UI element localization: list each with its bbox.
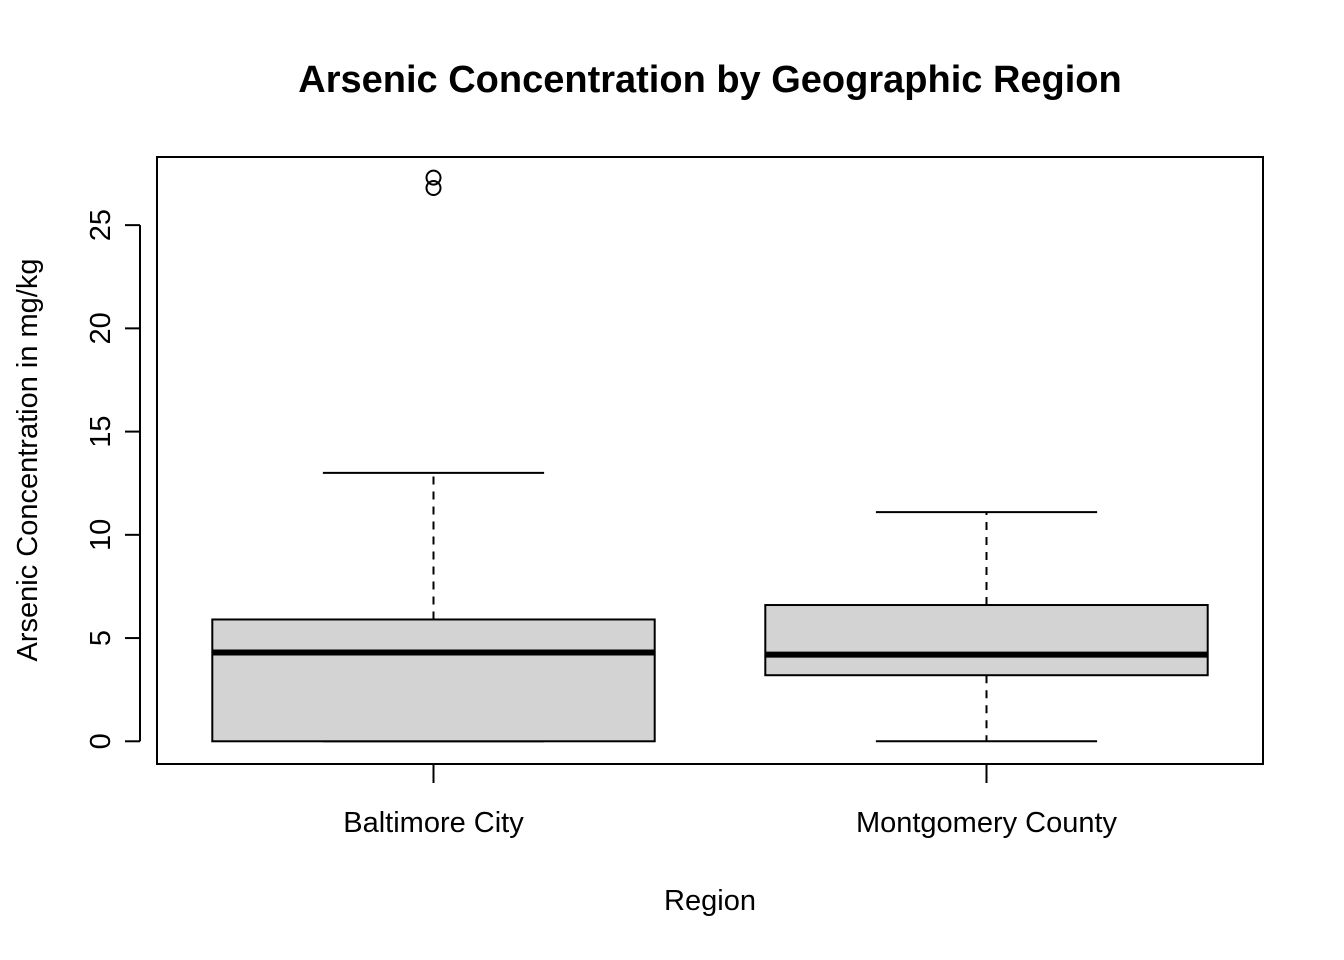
- box-iqr: [764, 604, 1209, 677]
- x-axis: Baltimore City Montgomery County: [343, 764, 1118, 839]
- x-tick-label: Baltimore City: [343, 807, 524, 839]
- x-tick-label: Montgomery County: [856, 807, 1118, 839]
- chart-title: Arsenic Concentration by Geographic Regi…: [298, 59, 1121, 101]
- x-axis-label: Region: [664, 885, 756, 917]
- y-tick-label: 25: [85, 209, 117, 241]
- box-group: [764, 511, 1209, 743]
- plot-frame: [156, 156, 1264, 765]
- y-tick-label: 5: [85, 630, 117, 646]
- box-iqr: [211, 618, 656, 743]
- boxes-group: [211, 169, 1209, 743]
- outlier-point: [425, 179, 442, 196]
- box-group: [211, 169, 656, 743]
- outlier-point: [425, 169, 442, 186]
- y-tick-label: 0: [85, 733, 117, 749]
- y-tick-label: 10: [85, 519, 117, 551]
- y-tick-label: 20: [85, 312, 117, 344]
- y-axis: 0 5 10 15 20 25: [85, 209, 141, 749]
- y-tick-label: 15: [85, 415, 117, 447]
- y-axis-label: Arsenic Concentration in mg/kg: [12, 259, 44, 662]
